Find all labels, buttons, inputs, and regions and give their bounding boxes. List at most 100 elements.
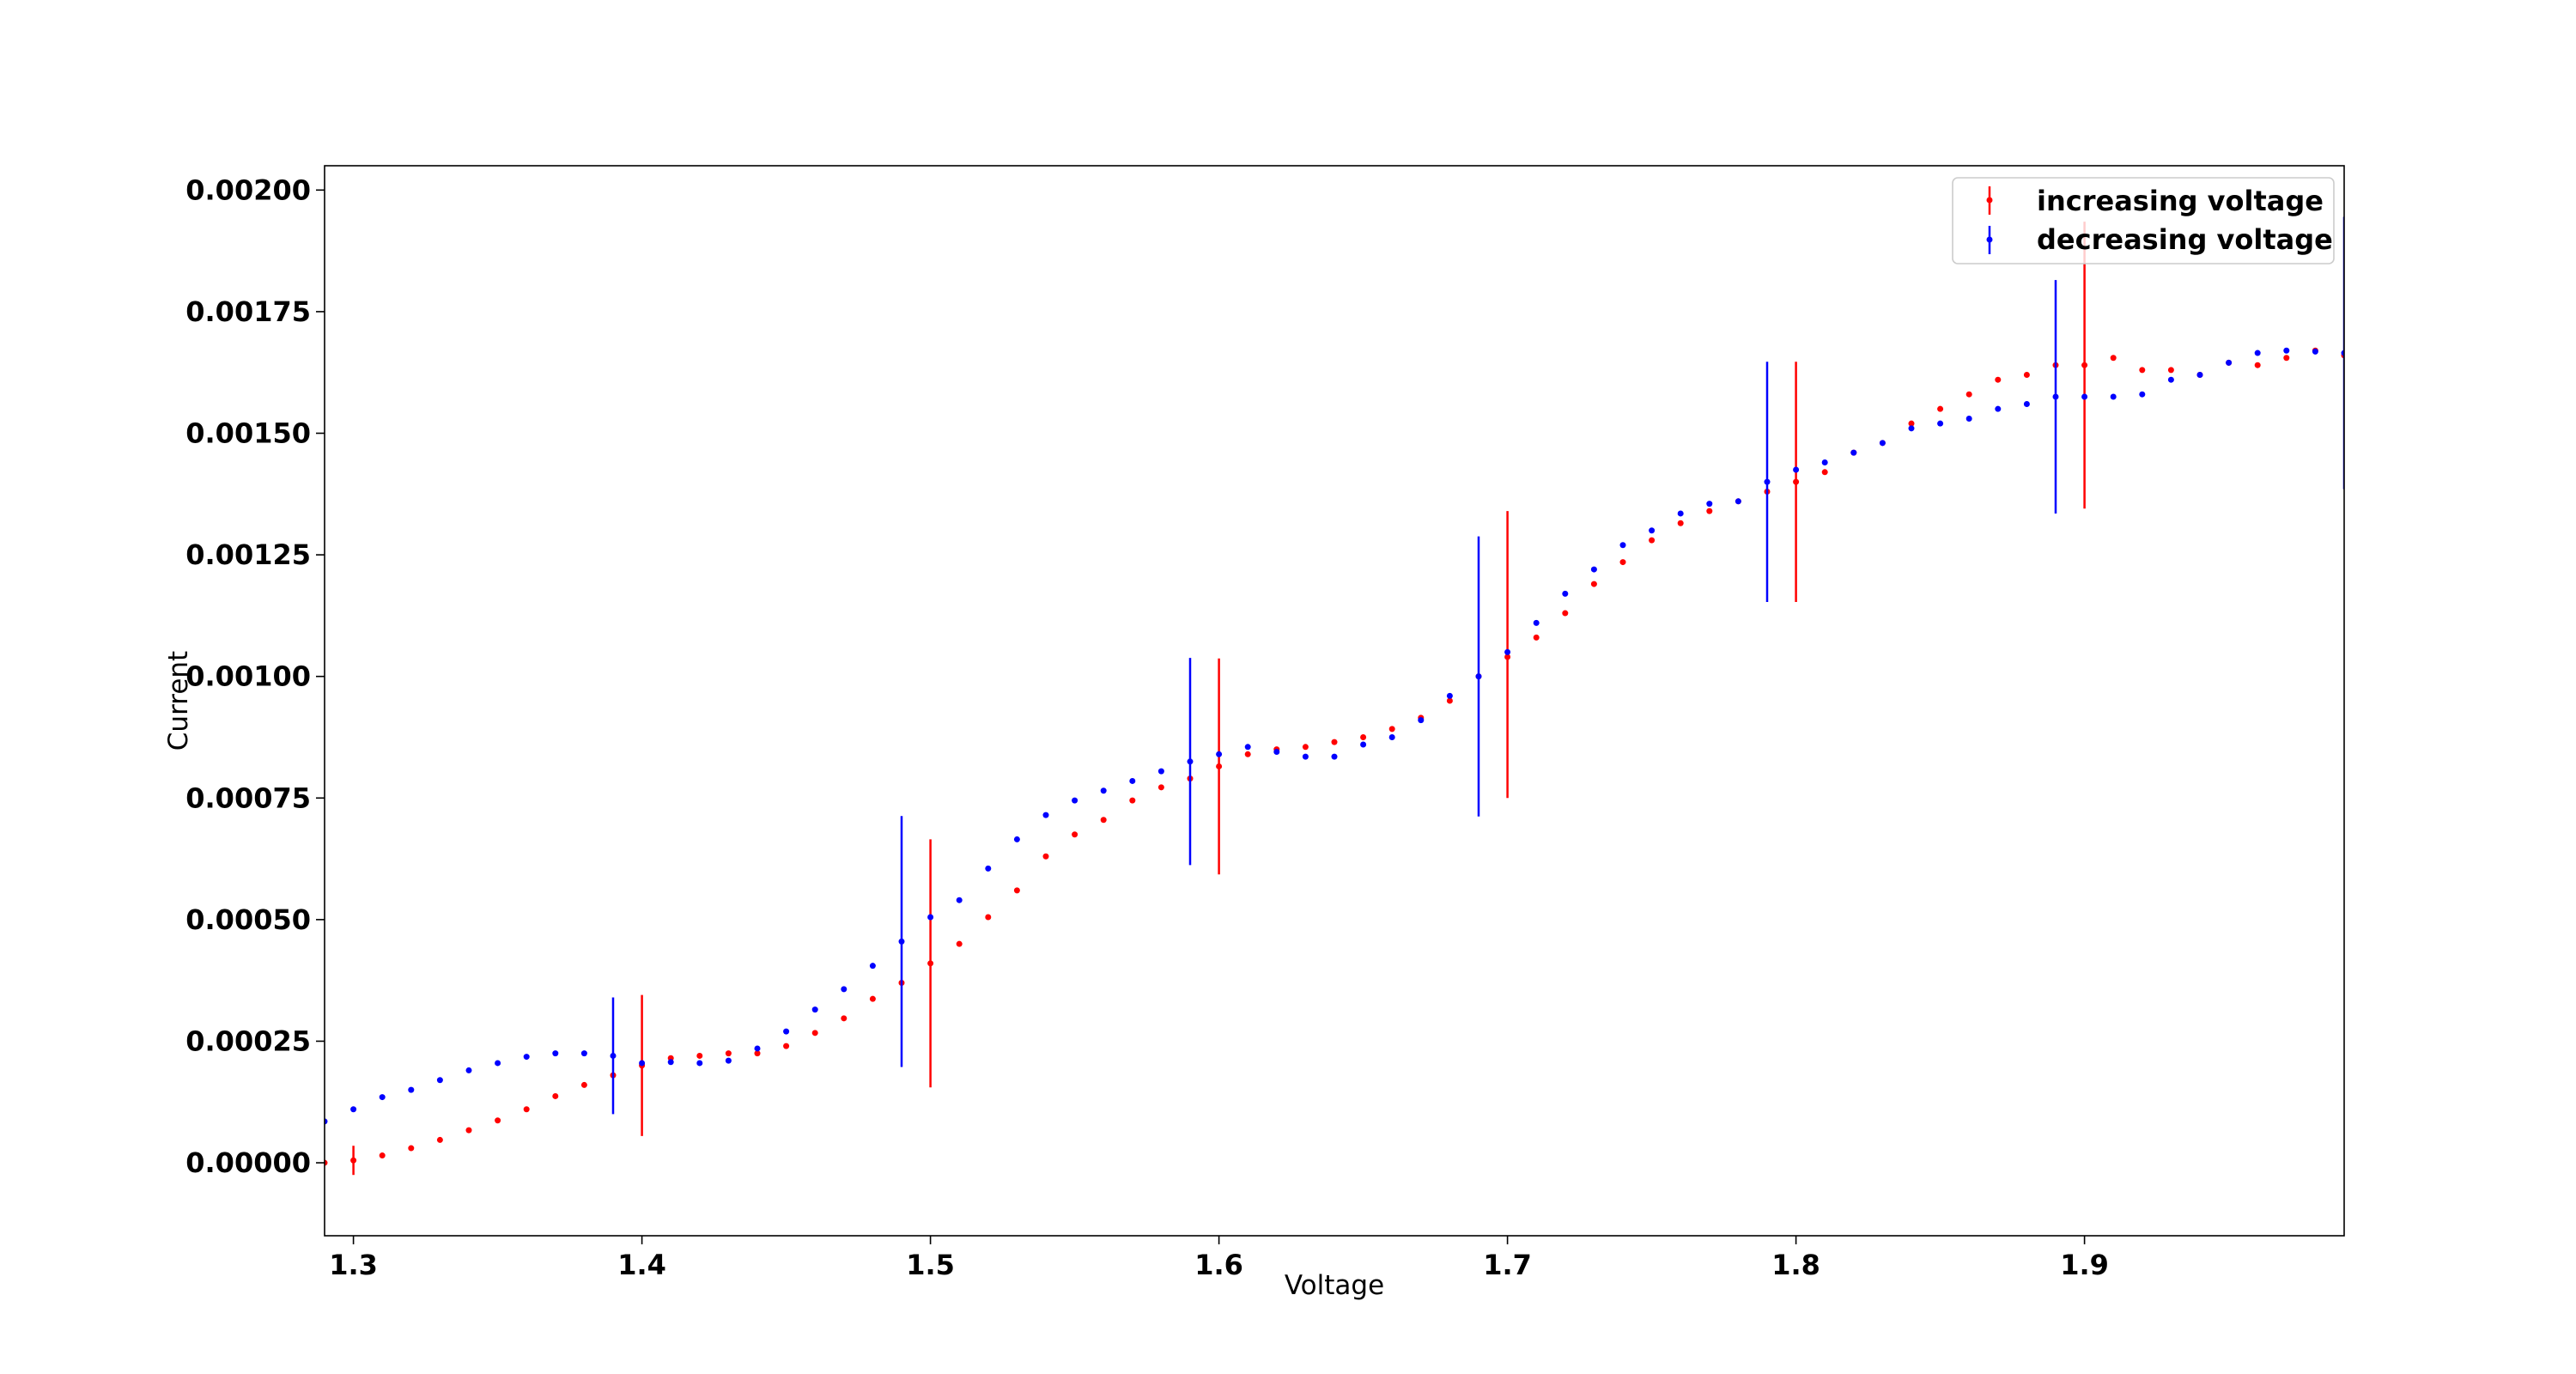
data-point-increasing: [956, 940, 963, 947]
data-point-decreasing: [783, 1028, 790, 1035]
data-point-decreasing: [2167, 376, 2174, 383]
x-tick-label: 1.9: [2060, 1249, 2109, 1281]
data-point-increasing: [350, 1157, 357, 1164]
legend-entry-increasing: increasing voltage: [1986, 185, 2324, 217]
x-tick-label: 1.4: [617, 1249, 666, 1281]
data-point-increasing: [1677, 520, 1684, 526]
data-point-increasing: [1388, 726, 1395, 733]
data-point-decreasing: [1821, 459, 1828, 465]
data-point-increasing: [1360, 733, 1367, 740]
data-point-increasing: [1649, 537, 1656, 544]
data-point-increasing: [2283, 355, 2290, 362]
data-point-decreasing: [2110, 393, 2117, 400]
data-point-decreasing: [927, 914, 934, 921]
data-point-decreasing: [1042, 812, 1049, 818]
legend-box: [1952, 177, 2335, 264]
data-point-decreasing: [2312, 348, 2318, 355]
data-point-decreasing: [1735, 498, 1741, 505]
data-point-decreasing: [1072, 797, 1078, 804]
data-point-increasing: [754, 1050, 761, 1057]
data-point-decreasing: [1850, 449, 1857, 456]
data-point-increasing: [1157, 784, 1164, 791]
legend-label-decreasing: decreasing voltage: [2037, 223, 2333, 256]
data-point-decreasing: [2196, 372, 2203, 379]
plot-series: [325, 216, 2344, 1176]
data-point-decreasing: [1331, 753, 1338, 760]
x-tick-label: 1.6: [1194, 1249, 1243, 1281]
y-tick-label: 0.00175: [185, 295, 311, 328]
data-point-decreasing: [523, 1054, 530, 1061]
data-point-increasing: [1504, 654, 1511, 660]
legend: increasing voltage decreasing voltage: [1952, 177, 2335, 264]
data-point-increasing: [2254, 362, 2261, 368]
data-point-decreasing: [1187, 758, 1194, 765]
data-point-increasing: [436, 1136, 443, 1143]
data-point-decreasing: [350, 1106, 357, 1113]
y-tick-label: 0.00100: [185, 660, 311, 693]
data-point-increasing: [1042, 853, 1049, 860]
data-point-increasing: [841, 1015, 848, 1022]
x-tick-label: 1.7: [1483, 1249, 1532, 1281]
data-point-decreasing: [2283, 347, 2290, 354]
data-point-decreasing: [1706, 501, 1713, 508]
data-point-decreasing: [1677, 510, 1684, 517]
data-point-decreasing: [2341, 350, 2344, 356]
data-point-decreasing: [2254, 350, 2261, 356]
y-tick-label: 0.00000: [185, 1146, 311, 1179]
data-point-decreasing: [495, 1060, 501, 1067]
data-point-decreasing: [436, 1077, 443, 1084]
legend-label-increasing: increasing voltage: [2037, 185, 2324, 217]
data-point-decreasing: [696, 1060, 703, 1067]
data-point-increasing: [1533, 634, 1540, 641]
data-point-decreasing: [725, 1057, 732, 1064]
data-point-decreasing: [1649, 527, 1656, 534]
data-point-decreasing: [639, 1060, 646, 1067]
data-point-decreasing: [2139, 391, 2146, 398]
data-point-decreasing: [408, 1086, 415, 1093]
data-point-decreasing: [1590, 566, 1597, 573]
data-point-decreasing: [1244, 744, 1251, 751]
data-point-decreasing: [1129, 777, 1136, 784]
data-point-increasing: [1937, 405, 1944, 412]
data-point-increasing: [408, 1145, 415, 1152]
data-point-increasing: [465, 1127, 472, 1134]
data-point-decreasing: [1475, 673, 1482, 680]
plot-frame: [324, 165, 2345, 1237]
y-tick-label: 0.00125: [185, 538, 311, 571]
data-point-decreasing: [667, 1059, 674, 1066]
y-axis-label: Current: [163, 651, 194, 751]
data-point-decreasing: [1418, 717, 1425, 724]
legend-marker-increasing: [1986, 197, 1993, 204]
data-point-increasing: [2081, 362, 2088, 368]
data-point-increasing: [1590, 581, 1597, 587]
legend-entry-decreasing: decreasing voltage: [1986, 223, 2333, 256]
data-point-decreasing: [610, 1052, 617, 1059]
data-point-increasing: [725, 1050, 732, 1057]
data-point-decreasing: [1216, 751, 1223, 757]
data-point-decreasing: [1360, 741, 1367, 748]
data-point-increasing: [2023, 372, 2030, 379]
data-point-increasing: [783, 1043, 790, 1049]
data-point-decreasing: [325, 1118, 328, 1125]
y-tick-label: 0.00050: [185, 903, 311, 936]
data-point-decreasing: [1908, 425, 1915, 432]
data-point-decreasing: [841, 986, 848, 993]
data-point-decreasing: [2226, 359, 2233, 366]
data-point-decreasing: [552, 1050, 559, 1057]
data-point-decreasing: [1879, 440, 1886, 447]
data-point-decreasing: [2023, 401, 2030, 408]
data-point-increasing: [2110, 355, 2117, 362]
y-tick-label: 0.00075: [185, 781, 311, 814]
data-point-decreasing: [1013, 836, 1020, 842]
data-point-decreasing: [985, 865, 992, 872]
x-tick-label: 1.5: [906, 1249, 955, 1281]
x-tick-label: 1.8: [1771, 1249, 1820, 1281]
data-point-increasing: [696, 1052, 703, 1059]
data-point-increasing: [1965, 391, 1972, 398]
data-point-increasing: [927, 960, 934, 967]
data-point-increasing: [495, 1117, 501, 1124]
data-point-decreasing: [1273, 748, 1280, 755]
data-point-increasing: [1619, 559, 1626, 566]
data-point-decreasing: [1562, 590, 1569, 597]
data-point-increasing: [1706, 508, 1713, 514]
